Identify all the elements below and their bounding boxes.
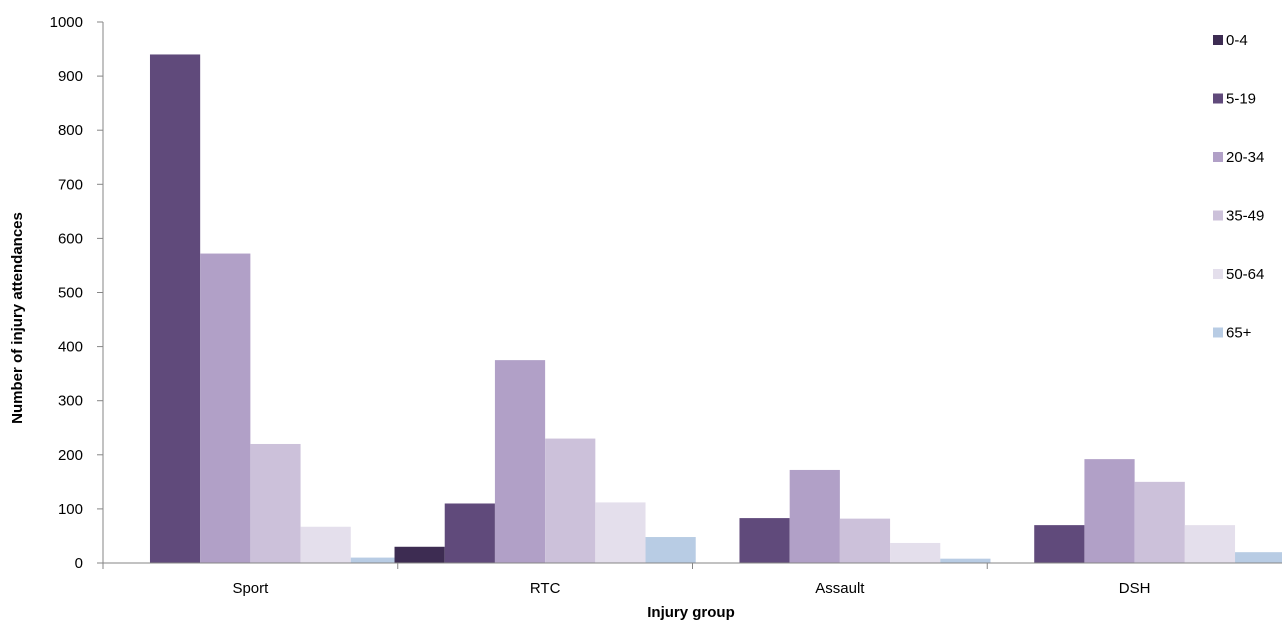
- legend-swatch: [1213, 35, 1223, 45]
- x-tick-label: Assault: [815, 580, 865, 597]
- bars: [149, 54, 1282, 564]
- bar-assault-20-34: [789, 469, 840, 563]
- y-tick-label: 300: [58, 393, 83, 410]
- y-tick-label: 700: [58, 176, 83, 193]
- bar-assault-65plus: [940, 558, 991, 563]
- bar-sport-5-19: [149, 54, 201, 564]
- bar-dsh-35-49: [1134, 481, 1185, 563]
- y-tick-label: 800: [58, 122, 83, 139]
- legend-swatch: [1213, 93, 1223, 104]
- legend-label: 20-34: [1226, 149, 1264, 166]
- legend-label: 35-49: [1226, 208, 1264, 225]
- bar-rtc-35-49: [545, 438, 596, 563]
- bar-dsh-5-19: [1034, 525, 1085, 563]
- bar-sport-50-64: [300, 526, 351, 563]
- legend-swatch: [1213, 327, 1223, 338]
- legend-label: 0-4: [1226, 32, 1248, 49]
- bar-rtc-65plus: [645, 537, 696, 563]
- y-tick-label: 500: [58, 285, 83, 302]
- bar-rtc-5-19: [444, 503, 495, 563]
- x-tick-label: Sport: [232, 580, 269, 597]
- bar-dsh-20-34: [1084, 459, 1135, 563]
- y-tick-label: 200: [58, 447, 83, 464]
- y-axis-title: Number of injury attendances: [9, 212, 26, 424]
- bar-assault-35-49: [839, 518, 891, 563]
- y-tick-label: 1000: [50, 14, 83, 31]
- bar-rtc-0-4: [394, 546, 445, 563]
- x-tick-label: DSH: [1119, 580, 1151, 597]
- legend-swatch: [1213, 152, 1223, 162]
- bar-assault-50-64: [890, 542, 941, 563]
- y-tick-label: 600: [58, 230, 83, 247]
- bar-assault-5-19: [739, 518, 790, 563]
- y-tick-label: 900: [58, 68, 83, 85]
- y-tick-label: 0: [75, 555, 83, 572]
- legend-label: 50-64: [1226, 266, 1264, 283]
- y-tick-label: 400: [58, 339, 83, 356]
- x-axis-title: Injury group: [647, 604, 735, 621]
- bar-dsh-65plus: [1235, 552, 1282, 563]
- bar-sport-35-49: [250, 443, 301, 563]
- x-tick-label: RTC: [530, 580, 561, 597]
- legend-label: 65+: [1226, 325, 1252, 342]
- legend-label: 5-19: [1226, 91, 1256, 108]
- y-axis-ticks: 0 100 200 300 400 500 600 700 800 900 1000: [50, 14, 103, 572]
- legend-swatch: [1213, 269, 1223, 279]
- bar-sport-65plus: [350, 557, 401, 563]
- bar-rtc-50-64: [595, 502, 646, 563]
- bar-sport-20-34: [200, 253, 251, 563]
- legend-swatch: [1213, 210, 1223, 221]
- bar-dsh-50-64: [1184, 525, 1236, 563]
- y-tick-label: 100: [58, 501, 83, 518]
- legend: 0-4 5-19 20-34 35-49 50-64 65+: [1213, 32, 1264, 342]
- bar-rtc-20-34: [494, 360, 546, 563]
- x-axis-ticks: Sport RTC Assault DSH: [102, 563, 1151, 597]
